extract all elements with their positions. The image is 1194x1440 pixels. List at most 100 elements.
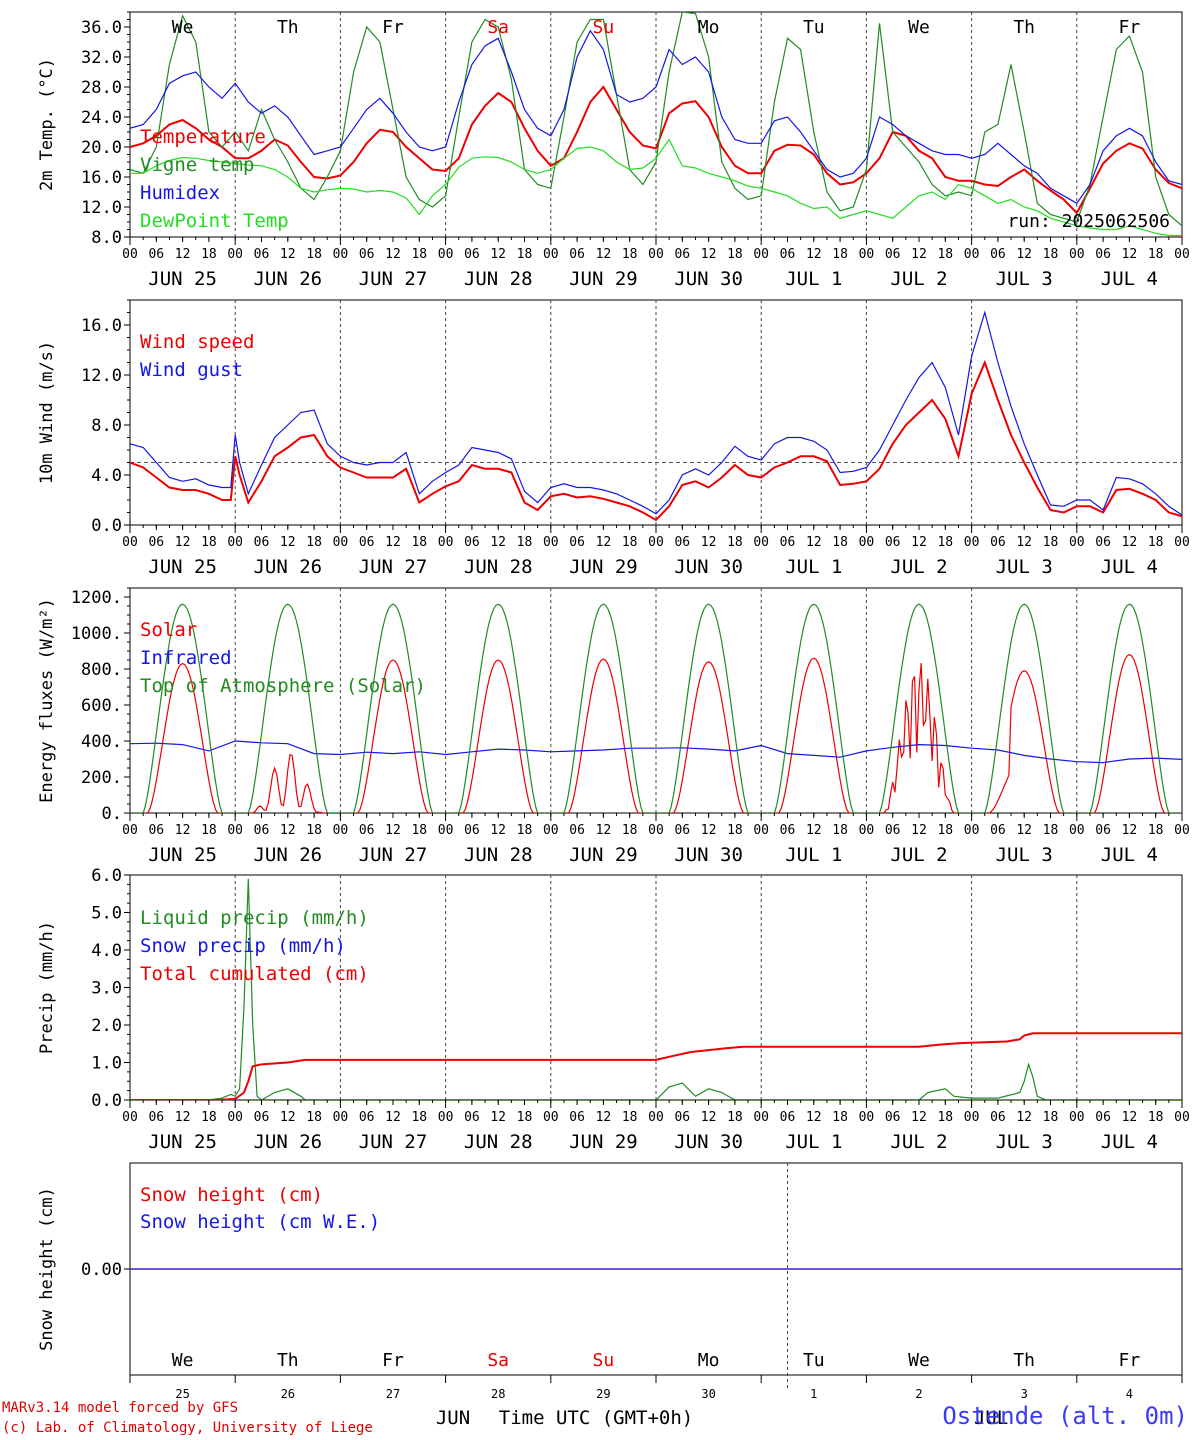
station-name: Ostende (alt. 0m)	[942, 1402, 1188, 1430]
hour-tick-label: 00	[964, 1110, 980, 1125]
y-tick-label: 12.0	[81, 366, 122, 386]
day-number-label: 1	[810, 1387, 817, 1401]
hour-tick-label: 06	[148, 535, 164, 550]
hour-tick-label: 06	[674, 247, 690, 262]
month-label: JUN	[436, 1407, 470, 1429]
day-label: JUN 25	[148, 844, 217, 866]
weekday-label: Th	[277, 17, 299, 38]
hour-tick-label: 00	[333, 247, 349, 262]
hour-tick-label: 06	[464, 535, 480, 550]
hour-tick-label: 00	[964, 535, 980, 550]
hour-tick-label: 12	[280, 823, 296, 838]
hour-tick-label: 00	[964, 247, 980, 262]
y-tick-label: 400.	[81, 732, 122, 752]
y-tick-label: 8.0	[91, 228, 122, 248]
hour-tick-label: 06	[254, 823, 270, 838]
weekday-label: Fr	[1119, 17, 1141, 38]
hour-tick-label: 12	[385, 823, 401, 838]
hour-tick-label: 18	[832, 535, 848, 550]
panel-frame	[129, 587, 1183, 814]
hour-tick-label: 06	[885, 247, 901, 262]
hour-tick-label: 06	[359, 823, 375, 838]
day-label: JUN 26	[253, 844, 322, 866]
hour-tick-label: 12	[175, 247, 191, 262]
hour-tick-label: 00	[333, 823, 349, 838]
hour-tick-label: 00	[438, 535, 454, 550]
day-label: JUN 29	[569, 556, 638, 578]
month-label: JUL	[974, 1407, 1008, 1429]
hour-tick-label: 12	[596, 823, 612, 838]
y-tick-label: 800.	[81, 660, 122, 680]
hour-tick-label: 06	[780, 535, 796, 550]
series-wind-gust	[130, 310, 1182, 516]
day-number-label: 29	[596, 1387, 610, 1401]
hour-tick-label: 18	[727, 823, 743, 838]
weekday-label: Mo	[698, 17, 720, 38]
hour-tick-label: 00	[1069, 823, 1085, 838]
series-wind-speed	[130, 359, 1182, 522]
day-label: JUL 4	[1101, 844, 1158, 866]
y-axis-label: Snow height (cm)	[37, 1187, 57, 1351]
hour-tick-label: 00	[753, 823, 769, 838]
day-label: JUN 30	[674, 556, 743, 578]
day-label: JUL 3	[996, 268, 1053, 290]
legend-entry: Vigne temp	[140, 154, 254, 176]
lab-credit: (c) Lab. of Climatology, University of L…	[2, 1420, 373, 1436]
hour-tick-label: 18	[937, 1110, 953, 1125]
day-label: JUN 28	[464, 268, 533, 290]
hour-tick-label: 06	[464, 823, 480, 838]
hour-tick-label: 06	[885, 1110, 901, 1125]
hour-tick-label: 18	[937, 247, 953, 262]
hour-tick-label: 18	[727, 535, 743, 550]
hour-tick-label: 06	[990, 823, 1006, 838]
hour-tick-label: 12	[806, 1110, 822, 1125]
hour-tick-label: 00	[122, 1110, 138, 1125]
day-label: JUN 26	[253, 268, 322, 290]
day-label: JUL 1	[785, 844, 842, 866]
hour-tick-label: 18	[517, 1110, 533, 1125]
day-number-label: 27	[386, 1387, 400, 1401]
x-axis-label: Time UTC (GMT+0h)	[499, 1407, 693, 1429]
hour-tick-label: 06	[569, 823, 585, 838]
hour-tick-label: 18	[306, 823, 322, 838]
day-label: JUL 2	[890, 268, 947, 290]
hour-tick-label: 18	[201, 823, 217, 838]
y-tick-label: 36.0	[81, 18, 122, 38]
y-tick-label: 4.0	[91, 466, 122, 486]
y-tick-label: 20.0	[81, 138, 122, 158]
hour-tick-label: 12	[175, 823, 191, 838]
hour-tick-label: 06	[674, 823, 690, 838]
hour-tick-label: 18	[832, 1110, 848, 1125]
legend-entry: Liquid precip (mm/h)	[140, 907, 369, 929]
hour-tick-label: 00	[1174, 823, 1190, 838]
hour-tick-label: 18	[622, 247, 638, 262]
hour-tick-label: 00	[543, 1110, 559, 1125]
hour-tick-label: 00	[648, 247, 664, 262]
hour-tick-label: 12	[911, 535, 927, 550]
hour-tick-label: 18	[411, 823, 427, 838]
hour-tick-label: 00	[122, 823, 138, 838]
y-tick-label: 28.0	[81, 78, 122, 98]
y-tick-label: 600.	[81, 696, 122, 716]
weekday-label: Th	[1013, 1350, 1035, 1371]
hour-tick-label: 06	[254, 247, 270, 262]
hour-tick-label: 00	[753, 1110, 769, 1125]
day-label: JUN 28	[464, 844, 533, 866]
model-credit: MARv3.14 model forced by GFS	[2, 1400, 239, 1416]
hour-tick-label: 12	[596, 1110, 612, 1125]
day-number-label: 30	[701, 1387, 715, 1401]
hour-tick-label: 18	[306, 1110, 322, 1125]
legend-entry: Wind speed	[140, 331, 254, 353]
hour-tick-label: 06	[569, 247, 585, 262]
hour-tick-label: 06	[990, 1110, 1006, 1125]
day-label: JUN 26	[253, 1131, 322, 1153]
hour-tick-label: 18	[1043, 535, 1059, 550]
hour-tick-label: 12	[596, 535, 612, 550]
hour-tick-label: 00	[438, 1110, 454, 1125]
panel-frame	[129, 11, 1183, 238]
day-label: JUN 29	[569, 844, 638, 866]
hour-tick-label: 18	[1148, 247, 1164, 262]
day-label: JUN 26	[253, 556, 322, 578]
hour-tick-label: 18	[727, 247, 743, 262]
hour-tick-label: 18	[832, 823, 848, 838]
